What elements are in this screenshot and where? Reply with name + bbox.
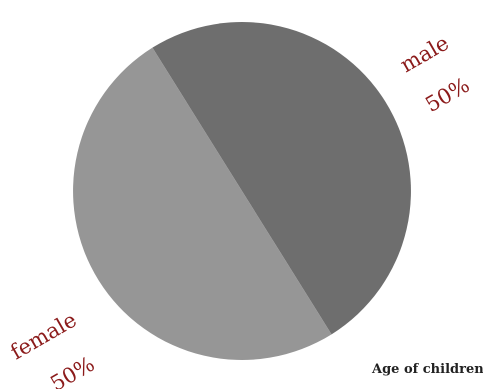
pie-slice-female (73, 47, 332, 360)
pie-slice-male (152, 22, 411, 335)
slice-label-male: male (396, 31, 453, 78)
slice-label-female: female (6, 308, 80, 365)
slice-value-male: 50% (421, 73, 473, 117)
chart-title: Age of children (371, 362, 483, 377)
slice-value-female: 50% (46, 352, 98, 389)
pie-slices (73, 22, 411, 360)
